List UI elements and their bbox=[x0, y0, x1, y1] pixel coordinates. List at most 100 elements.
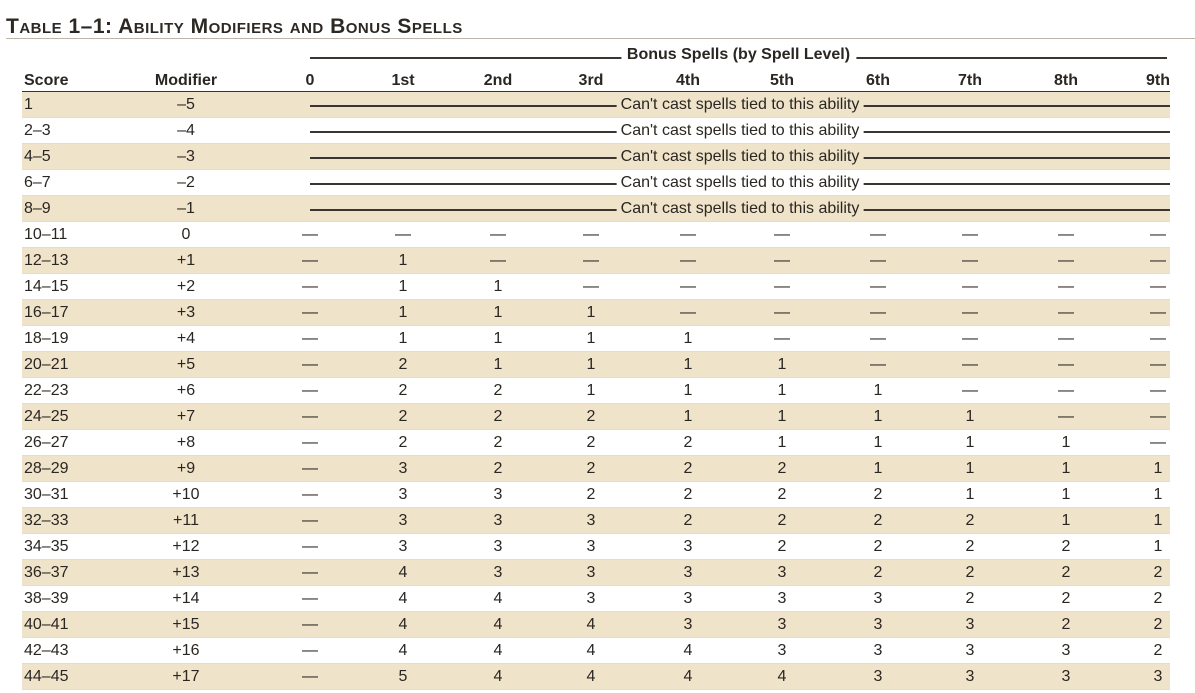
row-separator bbox=[22, 559, 1170, 560]
spell-level-7-cell: 2 bbox=[965, 538, 975, 555]
spell-level-9-cell: 1 bbox=[1153, 460, 1163, 477]
spell-level-0-cell: — bbox=[302, 330, 318, 347]
spell-level-1-cell: 2 bbox=[398, 356, 408, 373]
modifier-cell: +11 bbox=[173, 512, 199, 529]
table-title: Table 1–1: Ability Modifiers and Bonus S… bbox=[6, 15, 463, 38]
spell-level-7-cell: 2 bbox=[965, 590, 975, 607]
spell-level-0-cell: — bbox=[302, 564, 318, 581]
spell-level-9-cell: — bbox=[1150, 330, 1166, 347]
table-row: 36–37 +13 — 4 3 3 3 3 2 2 2 2 bbox=[22, 560, 1170, 586]
row-separator bbox=[22, 351, 1170, 352]
row-separator bbox=[22, 585, 1170, 586]
table-row: 18–19 +4 — 1 1 1 1 — — — — — bbox=[22, 326, 1170, 352]
spell-level-5-cell: 3 bbox=[777, 590, 787, 607]
spell-level-8-cell: 1 bbox=[1061, 486, 1071, 503]
score-cell: 1 bbox=[24, 96, 33, 113]
cant-cast-text: Can't cast spells tied to this ability bbox=[616, 118, 864, 144]
modifier-cell: +5 bbox=[176, 356, 196, 373]
spell-level-2-cell: 3 bbox=[493, 538, 503, 555]
cant-cast-note: Can't cast spells tied to this ability bbox=[310, 144, 1170, 170]
row-separator bbox=[22, 169, 1170, 170]
spell-level-5-cell: 1 bbox=[777, 382, 787, 399]
modifier-cell: +9 bbox=[176, 460, 196, 477]
spell-level-7-cell: 2 bbox=[965, 564, 975, 581]
spell-level-1-cell: 1 bbox=[398, 252, 408, 269]
spell-level-4-cell: 4 bbox=[683, 642, 693, 659]
spell-level-9-cell: — bbox=[1150, 304, 1166, 321]
table-row: 42–43 +16 — 4 4 4 4 3 3 3 3 2 bbox=[22, 638, 1170, 664]
spell-level-8-cell: 1 bbox=[1061, 460, 1071, 477]
modifier-cell: +2 bbox=[176, 278, 196, 295]
table-row: 44–45 +17 — 5 4 4 4 4 3 3 3 3 bbox=[22, 664, 1170, 690]
modifier-cell: +8 bbox=[176, 434, 196, 451]
spell-level-3-cell: 4 bbox=[586, 668, 596, 685]
spell-level-7-cell: 1 bbox=[965, 460, 975, 477]
spell-level-4-cell: 2 bbox=[683, 486, 693, 503]
table-row: 12–13 +1 — 1 — — — — — — — — bbox=[22, 248, 1170, 274]
modifier-cell: +15 bbox=[172, 616, 200, 633]
table-row: 4–5 –3 Can't cast spells tied to this abil… bbox=[22, 144, 1170, 170]
spell-level-6-cell: — bbox=[870, 330, 886, 347]
spell-level-2-cell: 2 bbox=[493, 408, 503, 425]
spell-level-7-cell: — bbox=[962, 226, 978, 243]
spell-level-3-cell: — bbox=[583, 278, 599, 295]
row-separator bbox=[22, 273, 1170, 274]
column-header-level-7: 7th bbox=[958, 72, 982, 89]
table-row: 34–35 +12 — 3 3 3 3 2 2 2 2 1 bbox=[22, 534, 1170, 560]
spell-level-5-cell: 3 bbox=[777, 564, 787, 581]
spell-level-4-cell: 4 bbox=[683, 668, 693, 685]
spell-level-6-cell: 3 bbox=[873, 616, 883, 633]
spell-level-1-cell: — bbox=[395, 226, 411, 243]
column-header-level-6: 6th bbox=[866, 72, 890, 89]
spell-level-3-cell: 1 bbox=[586, 304, 596, 321]
score-cell: 24–25 bbox=[24, 408, 69, 425]
score-cell: 8–9 bbox=[24, 200, 51, 217]
cant-cast-text: Can't cast spells tied to this ability bbox=[616, 196, 864, 222]
spell-level-9-cell: 2 bbox=[1153, 564, 1163, 581]
spell-level-9-cell: — bbox=[1150, 252, 1166, 269]
spell-level-0-cell: — bbox=[302, 512, 318, 529]
row-separator bbox=[22, 195, 1170, 196]
modifier-cell: +1 bbox=[176, 252, 196, 269]
row-separator bbox=[22, 247, 1170, 248]
spell-level-3-cell: — bbox=[583, 226, 599, 243]
row-separator bbox=[22, 533, 1170, 534]
spell-level-7-cell: — bbox=[962, 278, 978, 295]
row-separator bbox=[22, 403, 1170, 404]
table-row: 22–23 +6 — 2 2 1 1 1 1 — — — bbox=[22, 378, 1170, 404]
modifier-cell: +13 bbox=[172, 564, 200, 581]
spell-level-4-cell: 3 bbox=[683, 538, 693, 555]
spell-level-2-cell: 3 bbox=[493, 512, 503, 529]
score-cell: 2–3 bbox=[24, 122, 51, 139]
spell-level-5-cell: 2 bbox=[777, 486, 787, 503]
spell-level-6-cell: 1 bbox=[873, 408, 883, 425]
spell-level-3-cell: 2 bbox=[586, 486, 596, 503]
spell-level-4-cell: 3 bbox=[683, 590, 693, 607]
spell-level-9-cell: 3 bbox=[1153, 668, 1163, 685]
spell-level-8-cell: — bbox=[1058, 226, 1074, 243]
spell-level-6-cell: 2 bbox=[873, 512, 883, 529]
spell-level-2-cell: 4 bbox=[493, 616, 503, 633]
column-header-score: Score bbox=[24, 72, 69, 89]
spell-level-6-cell: 3 bbox=[873, 642, 883, 659]
modifier-cell: +10 bbox=[172, 486, 200, 503]
spell-level-2-cell: 1 bbox=[493, 356, 503, 373]
score-cell: 4–5 bbox=[24, 148, 51, 165]
spell-level-8-cell: — bbox=[1058, 408, 1074, 425]
spell-level-8-cell: 2 bbox=[1061, 590, 1071, 607]
score-cell: 28–29 bbox=[24, 460, 69, 477]
score-cell: 42–43 bbox=[24, 642, 69, 659]
table-row: 6–7 –2 Can't cast spells tied to this abil… bbox=[22, 170, 1170, 196]
spell-level-7-cell: 1 bbox=[965, 434, 975, 451]
score-cell: 14–15 bbox=[24, 278, 69, 295]
spell-level-9-cell: 1 bbox=[1153, 538, 1163, 555]
spell-level-9-cell: — bbox=[1150, 434, 1166, 451]
table-header-row: Score Modifier 0 1st 2nd 3rd 4th 5th 6th 7th 8th… bbox=[22, 70, 1170, 92]
spell-level-8-cell: 2 bbox=[1061, 538, 1071, 555]
spell-level-2-cell: 4 bbox=[493, 590, 503, 607]
spell-level-8-cell: 3 bbox=[1061, 642, 1071, 659]
spell-level-7-cell: — bbox=[962, 382, 978, 399]
bonus-spells-group-header: Bonus Spells (by Spell Level) bbox=[310, 46, 1167, 68]
spell-level-6-cell: 2 bbox=[873, 538, 883, 555]
spell-level-1-cell: 1 bbox=[398, 278, 408, 295]
